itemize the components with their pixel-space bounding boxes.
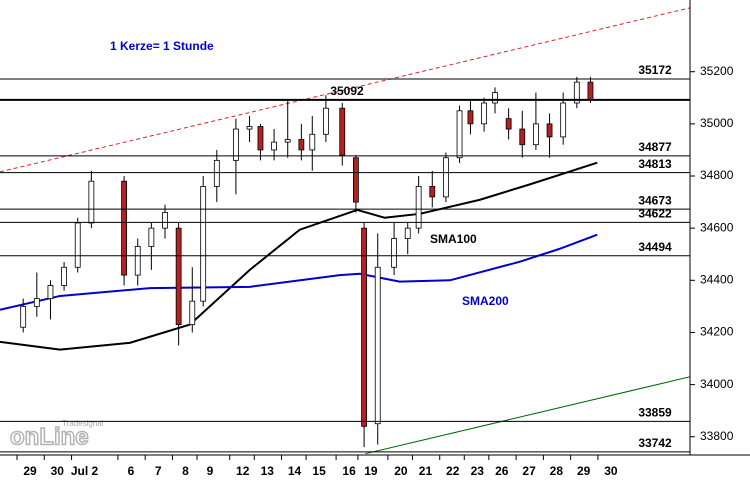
x-tick-label: 21 [419,464,433,478]
y-tick-label: 34400 [700,272,734,286]
candle-body [257,126,264,151]
x-tick-label: 9 [207,464,214,478]
x-tick-label: 16 [342,464,356,478]
x-tick-label: 13 [261,464,275,478]
candle-body [233,128,239,161]
plot [0,7,690,455]
level-label: 33859 [638,406,672,420]
candle-body [88,180,95,224]
candle-body [492,92,498,104]
candle-body [20,305,27,328]
candle-body [309,133,316,151]
x-tick-label: 20 [394,464,408,478]
level-label: 34813 [638,157,672,171]
x-tick-label: 30 [51,464,65,478]
candle-body [134,246,141,276]
candle-body [162,212,168,229]
x-tick-label: 12 [236,464,250,478]
level-label: 33742 [638,436,672,450]
x-tick-label: 15 [312,464,326,478]
candle-body [353,157,359,203]
candle-body [429,186,436,198]
level-label: 34673 [638,193,672,207]
watermark: Tradesignal onLine [9,419,104,451]
series-label: SMA100 [430,232,477,246]
candle-body [560,102,567,138]
x-tick-label: 28 [550,464,564,478]
candle-body [33,298,40,307]
y-tick-label: 34600 [700,220,734,234]
candle-body [284,139,291,143]
level-label: 35092 [330,84,364,98]
candle-body [61,266,67,286]
y-tick-label: 34800 [700,168,734,182]
level-label: 34622 [638,207,672,221]
candle-body [546,123,553,138]
x-tick-label: 29 [23,464,37,478]
candle-body [121,180,127,276]
series-label: SMA200 [462,294,509,308]
candle-body [391,238,397,268]
candle-body [213,159,220,187]
x-tick-label: Jul 2 [71,464,99,478]
trend-line [365,376,690,455]
candle-body [189,300,196,326]
y-tick-label: 35000 [700,116,734,130]
candle-body [200,186,207,302]
candle-body [246,126,253,130]
x-tick-label: 7 [155,464,162,478]
x-tick-label: 22 [446,464,460,478]
watermark-name: onLine [10,423,89,450]
x-tick-label: 26 [495,464,509,478]
candle-body [456,110,463,159]
y-tick-label: 34200 [700,325,734,339]
candle-body [533,123,539,146]
candle-body [323,107,329,135]
watermark-brand: Tradesignal [62,419,104,428]
x-tick-label: 14 [288,464,302,478]
sma-line [0,233,598,311]
x-tick-label: 8 [182,464,189,478]
candle-body [175,227,182,326]
candle-body [505,118,512,130]
x-tick-label: 30 [604,464,618,478]
candle-body [148,227,155,247]
candle-body [467,110,474,125]
candle-body [587,81,594,101]
annotation: 1 Kerze= 1 Stunde [110,39,214,53]
x-tick-label: 19 [364,464,378,478]
trend-line [0,7,690,173]
candle-body [374,266,381,425]
candle-body [573,81,580,104]
x-tick-label: 29 [577,464,591,478]
y-tick-label: 35200 [700,64,734,78]
candle-body [271,141,277,151]
candle-body [47,285,54,299]
x-tick-label: 23 [471,464,485,478]
candle-body [443,157,449,198]
candle-body [339,107,346,156]
candle-body [361,227,367,427]
candle-body [415,186,422,229]
level-label: 34494 [638,240,672,254]
candle-body [519,128,526,146]
level-label: 35172 [638,63,672,77]
level-label: 34877 [638,140,672,154]
candle-body [298,139,305,151]
sma-line [0,161,598,351]
y-tick-label: 33800 [700,429,734,443]
x-tick-label: 27 [522,464,536,478]
candle-body [481,102,487,125]
y-tick-label: 34000 [700,377,734,391]
candle-body [404,227,411,239]
candle-body [74,222,81,268]
x-tick-label: 6 [128,464,135,478]
